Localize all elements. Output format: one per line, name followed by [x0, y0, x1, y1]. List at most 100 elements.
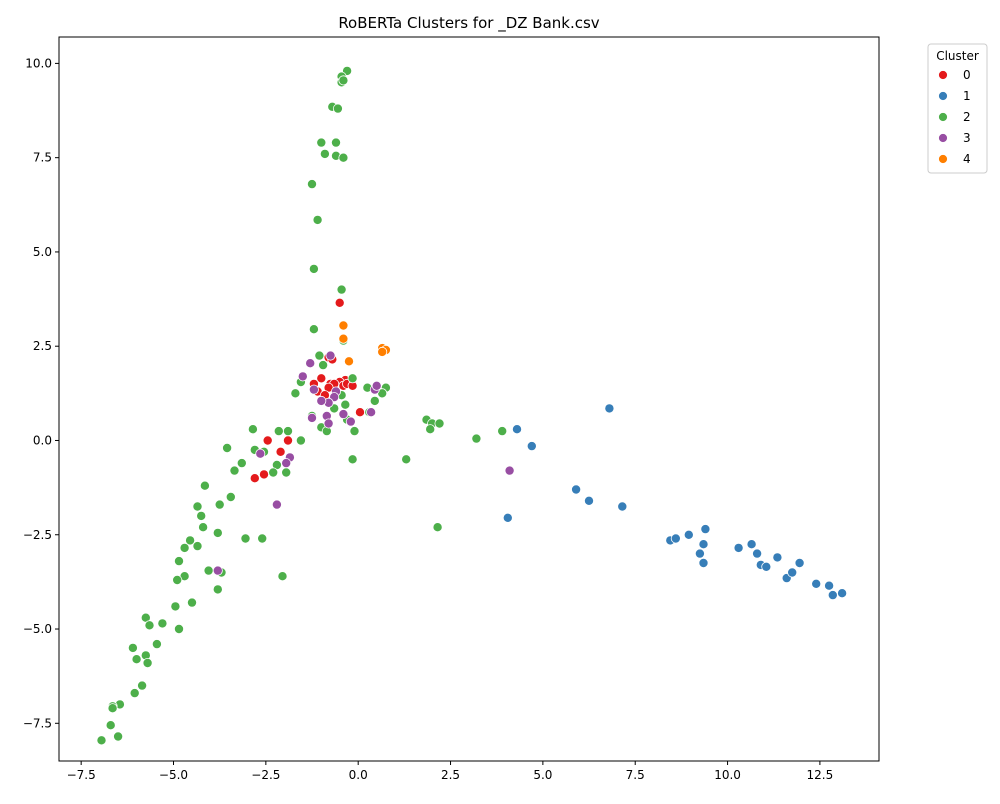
legend-label-3: 3 [963, 131, 971, 145]
data-point [401, 454, 412, 465]
y-tick-label: −7.5 [23, 716, 52, 730]
data-point [318, 360, 329, 371]
legend-label-4: 4 [963, 152, 971, 166]
data-point [185, 535, 196, 546]
data-point [151, 639, 162, 650]
data-point [203, 565, 214, 576]
data-point [617, 501, 628, 512]
data-point [290, 388, 301, 399]
data-point [192, 501, 203, 512]
data-point [308, 263, 319, 274]
x-tick-label: 12.5 [807, 768, 834, 782]
x-tick-label: 0.0 [349, 768, 368, 782]
data-point [772, 552, 783, 563]
data-point [752, 548, 763, 559]
data-point [262, 435, 273, 446]
data-point [670, 533, 681, 544]
data-point [319, 148, 330, 159]
data-point [306, 412, 317, 423]
data-point [212, 584, 223, 595]
plot-frame [58, 36, 880, 762]
data-point [236, 458, 247, 469]
chart-title: RoBERTa Clusters for _DZ Bank.csv [338, 14, 599, 33]
data-point [131, 654, 142, 665]
data-point [105, 720, 116, 731]
data-point [314, 350, 325, 361]
data-point [338, 333, 349, 344]
data-point [316, 137, 327, 148]
data-point [347, 454, 358, 465]
data-point [306, 179, 317, 190]
data-point [214, 499, 225, 510]
data-point [268, 467, 279, 478]
series-2 [96, 65, 508, 746]
data-point [144, 620, 155, 631]
data-point [746, 539, 757, 550]
data-point [196, 510, 207, 521]
series-1 [502, 403, 848, 601]
legend-marker-2 [938, 112, 948, 122]
data-point [258, 469, 269, 480]
data-point [275, 446, 286, 457]
data-point [281, 467, 292, 478]
data-point [129, 688, 140, 699]
data-point [349, 426, 360, 437]
x-tick-label: 10.0 [714, 768, 741, 782]
data-point [137, 680, 148, 691]
data-point [683, 529, 694, 540]
series-4 [338, 320, 391, 367]
data-point [297, 371, 308, 382]
data-point [347, 373, 358, 384]
data-point [173, 624, 184, 635]
data-point [316, 373, 327, 384]
data-point [698, 539, 709, 550]
data-point [787, 567, 798, 578]
data-point [504, 465, 515, 476]
data-point [198, 522, 209, 533]
data-point [323, 418, 334, 429]
y-tick-label: 7.5 [33, 151, 52, 165]
data-point [794, 558, 805, 569]
data-point [222, 442, 233, 453]
legend-marker-4 [938, 154, 948, 164]
data-point [257, 533, 268, 544]
y-tick-label: 10.0 [25, 56, 52, 70]
data-point [113, 731, 124, 742]
data-point [308, 324, 319, 335]
data-point [186, 597, 197, 608]
data-point [761, 561, 772, 572]
data-point [369, 395, 380, 406]
data-point [434, 418, 445, 429]
data-point [247, 424, 258, 435]
data-point [371, 380, 382, 391]
plot-area [96, 65, 848, 746]
data-point [96, 735, 107, 746]
data-point [425, 424, 436, 435]
data-point [199, 480, 210, 491]
data-point [336, 284, 347, 295]
x-tick-label: 2.5 [441, 768, 460, 782]
data-point [273, 426, 284, 437]
x-tick-label: 7.5 [626, 768, 645, 782]
data-point [502, 512, 513, 523]
data-point [142, 658, 153, 669]
data-point [325, 350, 336, 361]
data-point [255, 448, 266, 459]
legend-label-2: 2 [963, 110, 971, 124]
data-point [698, 558, 709, 569]
x-tick-label: −5.0 [159, 768, 188, 782]
y-tick-label: 2.5 [33, 339, 52, 353]
y-tick-label: 5.0 [33, 245, 52, 259]
x-tick-label: 5.0 [533, 768, 552, 782]
data-point [305, 358, 316, 369]
data-point [127, 642, 138, 653]
legend: Cluster 0 1 2 3 4 [927, 43, 988, 174]
data-point [308, 384, 319, 395]
data-point [700, 524, 711, 535]
data-point [225, 491, 236, 502]
data-point [334, 297, 345, 308]
data-point [229, 465, 240, 476]
data-point [271, 499, 282, 510]
series-3 [212, 350, 515, 576]
x-tick-label: −2.5 [251, 768, 280, 782]
